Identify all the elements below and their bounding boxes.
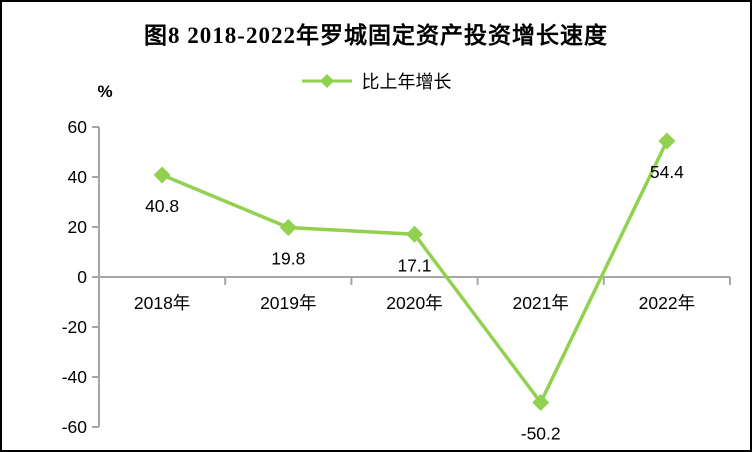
data-label: 17.1 xyxy=(397,255,431,275)
y-tick-label: -20 xyxy=(62,317,88,337)
series-point-marker xyxy=(532,394,550,411)
chart-title: 图8 2018-2022年罗城固定资产投资增长速度 xyxy=(144,23,608,48)
y-tick-label: -60 xyxy=(62,417,88,437)
x-category-label: 2022年 xyxy=(639,293,695,313)
y-tick-label: 40 xyxy=(68,167,88,187)
y-tick-label: 20 xyxy=(68,217,88,237)
data-label: 40.8 xyxy=(145,196,179,216)
x-category-label: 2020年 xyxy=(386,293,442,313)
y-axis-unit-label: % xyxy=(97,82,113,101)
y-tick-label: 0 xyxy=(77,267,87,287)
y-tick-label: 60 xyxy=(68,117,88,137)
series-point-marker xyxy=(279,219,297,236)
data-label: -50.2 xyxy=(521,424,561,444)
y-tick-label: -40 xyxy=(62,367,88,387)
series-point-marker xyxy=(406,225,423,243)
legend: 比上年增长 xyxy=(2,68,750,94)
x-category-label: 2019年 xyxy=(260,293,316,313)
data-label: 54.4 xyxy=(650,162,684,182)
series-point-marker xyxy=(153,166,171,184)
x-category-label: 2021年 xyxy=(512,293,568,313)
series-point-marker xyxy=(658,132,676,150)
data-label: 19.8 xyxy=(271,249,305,269)
legend-label: 比上年增长 xyxy=(361,72,452,92)
legend-line-marker-icon xyxy=(301,74,352,88)
x-category-label: 2018年 xyxy=(134,293,190,313)
